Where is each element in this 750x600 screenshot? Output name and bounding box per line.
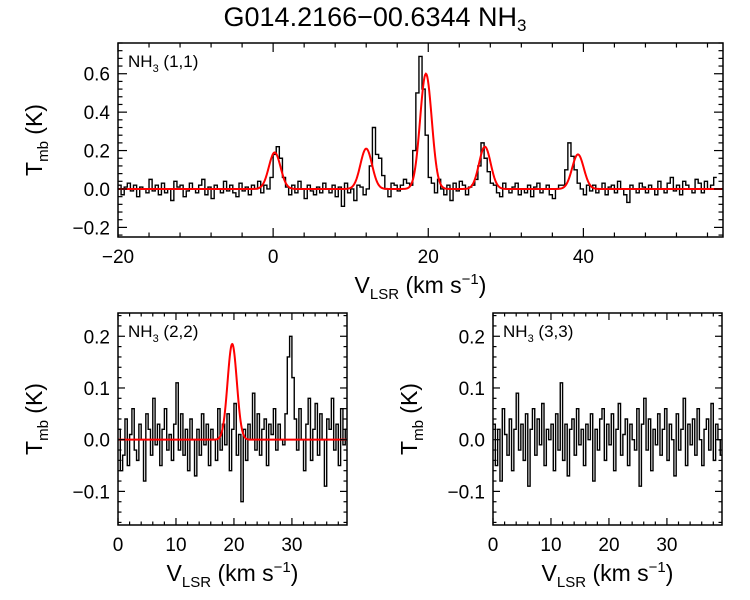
x-axis-label-main: V	[542, 560, 558, 586]
panel-label-subscript: 3	[528, 333, 534, 345]
y-axis-label-main: T	[21, 441, 47, 455]
y-tick-label: −0.2	[72, 218, 110, 239]
panel-label: NH3 (3,3)	[503, 322, 573, 345]
panel-33: 0 10 20 30 −0.1 0.0 0.1 0.2 NH3 (3,3) VLSR (km s−…	[396, 312, 723, 591]
y-axis-label-main: T	[396, 441, 422, 455]
y-tick-label: 0.1	[84, 379, 110, 400]
x-tick-label: 30	[281, 535, 302, 556]
x-axis-label-subscript: LSR	[370, 286, 399, 303]
x-tick-label: 10	[165, 535, 186, 556]
x-tick-label: 0	[113, 535, 124, 556]
x-axis-label-unit: (km s	[399, 272, 462, 298]
y-tick-label: 0.2	[84, 142, 110, 163]
x-tick-label: 40	[573, 247, 594, 268]
x-tick-label: −20	[102, 247, 134, 268]
panel-label-suffix: (2,2)	[159, 322, 199, 341]
plot-frame	[117, 42, 724, 238]
y-tick-label: 0.1	[459, 379, 485, 400]
x-axis-label: VLSR (km s−1)	[355, 271, 487, 303]
panel-label-main: NH	[128, 52, 153, 71]
panel-label-main: NH	[128, 322, 153, 341]
panel-11: −20 0 20 40 −0.2 0.0 0.2 0.4 0.6 NH3 (1,1) VLSR (k…	[21, 42, 724, 303]
x-axis-label-main: V	[355, 272, 371, 298]
x-tick-label: 0	[268, 247, 279, 268]
y-tick-label: 0.2	[84, 327, 110, 348]
y-axis-label-main: T	[21, 162, 47, 176]
y-axis-label-unit: (K)	[396, 383, 422, 420]
fit-line	[118, 342, 347, 441]
x-axis-label-subscript: LSR	[557, 574, 586, 591]
x-tick-label: 20	[598, 535, 619, 556]
y-axis-label-subscript: mb	[410, 420, 427, 441]
x-axis-label-unit: (km s	[586, 560, 649, 586]
y-tick-label: −0.1	[447, 482, 485, 503]
y-axis-label: Tmb (K)	[21, 104, 52, 176]
x-axis-label-end: )	[479, 272, 487, 298]
panel-22: 0 10 20 30 −0.1 0.0 0.1 0.2 NH3 (2,2) VLSR (km s−…	[21, 312, 348, 591]
y-tick-label: 0.0	[84, 180, 110, 201]
figure-title-subscript: 3	[517, 16, 527, 35]
y-axis-label: Tmb (K)	[21, 383, 52, 455]
y-tick-label: 0.4	[84, 103, 111, 124]
x-axis-label-end: )	[291, 560, 299, 586]
x-tick-label: 20	[223, 535, 244, 556]
y-axis-label-unit: (K)	[21, 104, 47, 141]
x-tick-label: 30	[656, 535, 677, 556]
y-tick-label: 0.2	[459, 327, 485, 348]
y-axis-label-subscript: mb	[35, 420, 52, 441]
y-tick-label: 0.0	[459, 431, 485, 452]
figure-title-text: G014.2166−00.6344 NH	[223, 2, 517, 32]
x-axis-label-superscript: −1	[462, 271, 479, 288]
x-axis-label-end: )	[666, 560, 674, 586]
x-tick-label: 0	[488, 535, 499, 556]
panel-label-subscript: 3	[153, 333, 159, 345]
panel-label: NH3 (1,1)	[128, 52, 198, 75]
y-axis-label-unit: (K)	[21, 383, 47, 420]
panel-label-suffix: (3,3)	[534, 322, 574, 341]
x-axis-label-main: V	[167, 560, 183, 586]
x-axis-label: VLSR (km s−1)	[167, 559, 299, 591]
x-axis-label-unit: (km s	[211, 560, 274, 586]
figure-title: G014.2166−00.6344 NH3	[0, 2, 750, 36]
y-axis-label: Tmb (K)	[396, 383, 427, 455]
y-tick-label: 0.0	[84, 431, 110, 452]
x-tick-label: 20	[418, 247, 439, 268]
panel-label-subscript: 3	[153, 63, 159, 75]
panel-label-main: NH	[503, 322, 528, 341]
x-axis-label: VLSR (km s−1)	[542, 559, 674, 591]
panel-label-suffix: (1,1)	[159, 52, 199, 71]
spectrum-histogram	[493, 382, 722, 487]
y-axis-label-subscript: mb	[35, 141, 52, 162]
fit-line	[118, 72, 723, 190]
x-tick-label: 10	[540, 535, 561, 556]
spectrum-histogram	[118, 55, 717, 207]
panel-label: NH3 (2,2)	[128, 322, 198, 345]
y-tick-label: 0.6	[84, 65, 110, 86]
y-tick-label: −0.1	[72, 482, 110, 503]
spectrum-histogram	[118, 335, 347, 503]
x-axis-label-superscript: −1	[649, 559, 666, 576]
x-axis-label-superscript: −1	[274, 559, 291, 576]
x-axis-label-subscript: LSR	[182, 574, 211, 591]
